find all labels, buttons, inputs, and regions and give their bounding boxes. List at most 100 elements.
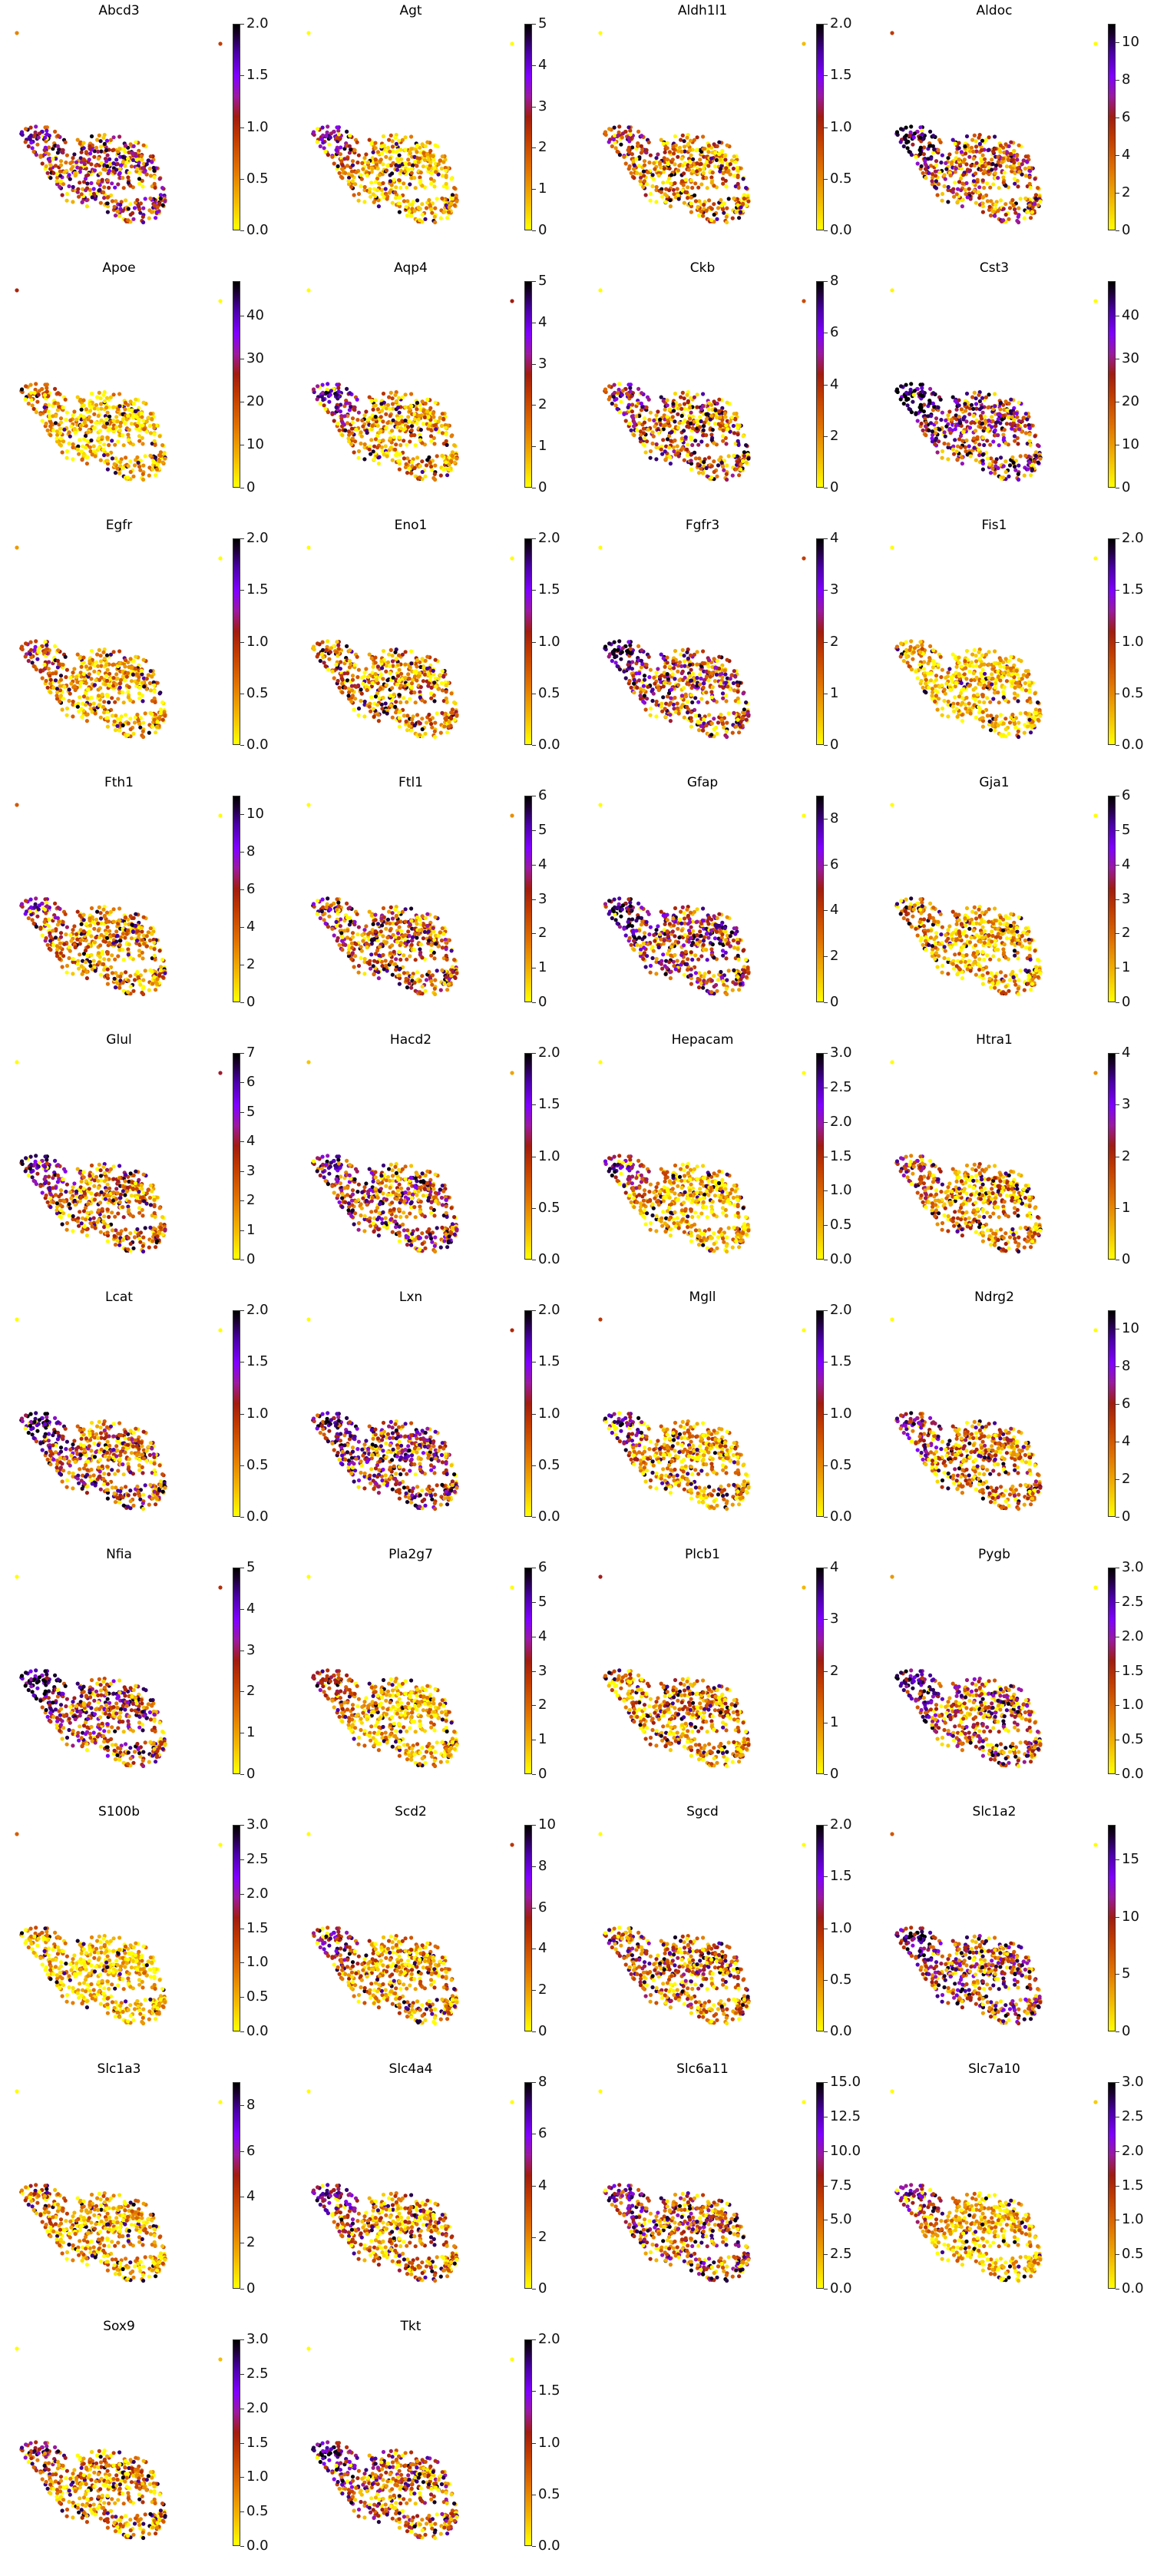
data-point	[384, 168, 389, 173]
data-point	[697, 199, 702, 204]
data-point	[420, 202, 425, 207]
data-point	[154, 216, 158, 220]
data-point	[355, 418, 360, 422]
data-point	[612, 125, 617, 130]
data-point	[117, 728, 122, 733]
data-point	[346, 182, 352, 187]
data-point	[338, 409, 342, 414]
data-point	[415, 407, 419, 412]
data-point	[88, 151, 93, 156]
data-point	[398, 425, 403, 431]
data-point	[61, 405, 65, 410]
data-point	[1012, 177, 1017, 181]
data-point	[420, 212, 425, 217]
data-point	[134, 654, 138, 659]
data-point	[1016, 423, 1020, 428]
data-point	[134, 140, 138, 144]
data-point	[423, 144, 428, 148]
data-point	[111, 161, 116, 166]
data-point	[695, 426, 699, 431]
data-point	[429, 207, 434, 212]
data-point	[717, 140, 722, 144]
data-point	[63, 397, 68, 402]
data-point	[947, 409, 952, 414]
data-point	[126, 438, 131, 442]
colorbar-tick-label: 1.5	[246, 68, 269, 82]
data-point	[58, 442, 62, 446]
data-point	[132, 206, 137, 210]
data-point	[436, 419, 441, 424]
data-point	[619, 399, 623, 404]
data-point	[80, 714, 84, 719]
data-point	[701, 428, 706, 432]
data-point	[898, 140, 903, 144]
data-point	[432, 442, 437, 446]
data-point	[422, 408, 426, 412]
data-point	[92, 669, 97, 674]
data-point	[81, 655, 86, 660]
data-point	[904, 398, 909, 402]
data-point	[43, 382, 48, 387]
data-point	[980, 195, 985, 200]
data-point	[64, 455, 69, 460]
data-point	[988, 214, 993, 218]
colorbar-tick-label: 1.0	[830, 120, 852, 134]
data-point	[30, 661, 35, 665]
data-point	[61, 147, 65, 153]
data-point	[373, 146, 378, 151]
data-point	[682, 396, 686, 401]
data-point	[107, 671, 112, 676]
data-point	[123, 407, 127, 412]
data-point	[699, 161, 703, 167]
data-point	[115, 723, 120, 728]
data-point	[101, 650, 106, 654]
data-point	[111, 135, 116, 140]
data-point	[431, 411, 435, 416]
data-point	[632, 163, 636, 167]
data-point	[71, 714, 75, 719]
data-point	[376, 462, 381, 466]
data-point	[160, 460, 165, 465]
data-point	[626, 392, 631, 397]
data-point	[436, 429, 441, 434]
data-point	[613, 390, 617, 395]
data-point	[104, 138, 110, 143]
data-point	[117, 661, 122, 666]
colorbar-tick	[240, 745, 244, 746]
data-point	[99, 664, 104, 668]
data-point	[704, 208, 709, 214]
data-point	[356, 153, 361, 157]
data-point	[378, 173, 382, 177]
data-point	[1033, 196, 1038, 201]
data-point	[123, 421, 127, 425]
data-point	[452, 460, 457, 465]
data-point	[140, 693, 144, 697]
data-point	[55, 429, 59, 434]
data-point	[724, 184, 729, 189]
data-point	[393, 447, 398, 452]
data-point	[693, 456, 698, 461]
data-point	[98, 654, 103, 658]
data-point	[993, 134, 997, 139]
data-point	[58, 420, 64, 425]
data-point	[964, 419, 969, 424]
data-point	[967, 406, 972, 411]
data-point	[598, 288, 603, 293]
data-point	[361, 167, 365, 171]
data-point	[409, 404, 414, 409]
data-point	[115, 209, 120, 214]
data-point	[410, 203, 415, 207]
data-point	[48, 677, 53, 682]
data-point	[67, 687, 71, 692]
data-point	[31, 664, 36, 668]
data-point	[362, 445, 367, 450]
data-point	[722, 210, 726, 215]
data-point	[683, 435, 688, 439]
data-point	[418, 438, 422, 442]
data-point	[665, 415, 669, 419]
data-point	[999, 455, 1003, 460]
data-point	[58, 163, 64, 167]
data-point	[117, 214, 122, 218]
data-point	[388, 436, 392, 441]
colorbar	[233, 538, 240, 745]
